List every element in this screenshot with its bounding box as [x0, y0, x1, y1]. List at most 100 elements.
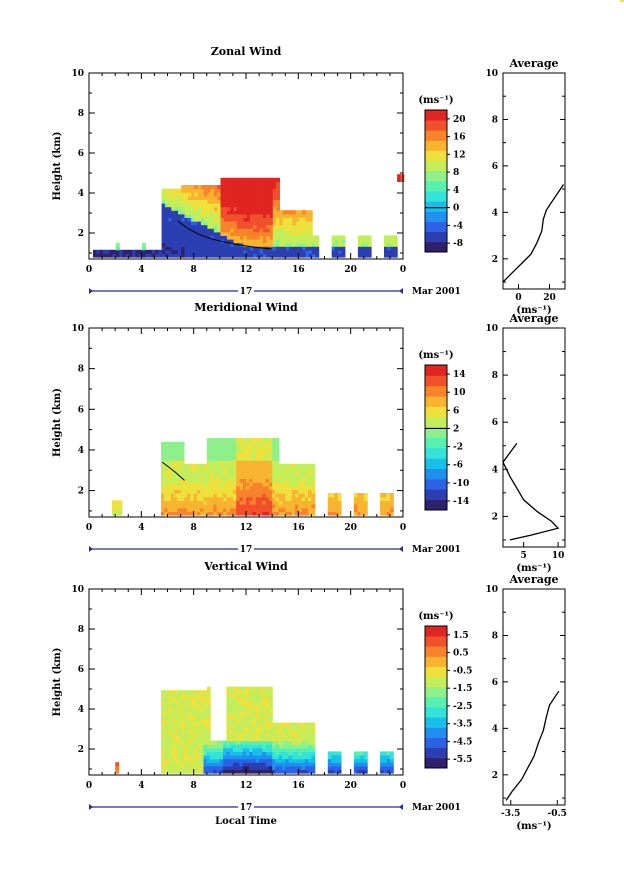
- heatmap-cell: [249, 711, 254, 716]
- heatmap-cell: [239, 711, 244, 716]
- heatmap-cell: [223, 762, 227, 767]
- heatmap-cell: [239, 765, 244, 770]
- heatmap-cell: [269, 206, 274, 211]
- heatmap-cell: [183, 755, 188, 760]
- heatmap-cell: [183, 719, 188, 724]
- heatmap-cell: [246, 195, 251, 200]
- heatmap-cell: [288, 729, 293, 734]
- heatmap-cell: [230, 203, 235, 208]
- heatmap-cell: [193, 693, 198, 698]
- heatmap-cell: [304, 493, 309, 498]
- heatmap-cell: [393, 246, 398, 251]
- heatmap-cell: [266, 249, 271, 254]
- heatmap-cell: [272, 769, 277, 774]
- heatmap-cell: [364, 242, 369, 247]
- heatmap-cell: [262, 449, 267, 454]
- heatmap-cell: [259, 231, 264, 236]
- heatmap-cell: [291, 737, 296, 742]
- heatmap-cell: [282, 224, 287, 229]
- heatmap-cell: [170, 449, 175, 454]
- heatmap-cell: [243, 192, 248, 197]
- heatmap-cell: [262, 471, 267, 476]
- heatmap-cell: [252, 704, 257, 709]
- heatmap-cell: [265, 441, 270, 447]
- heatmap-cell: [282, 496, 286, 501]
- heatmap-cell: [177, 474, 182, 479]
- heatmap-cell: [242, 478, 247, 483]
- heatmap-cell: [187, 188, 192, 193]
- heatmap-cell: [226, 729, 231, 734]
- colorbar-tick-label: -5.5: [453, 755, 472, 765]
- heatmap-cell: [236, 231, 241, 236]
- heatmap-cell: [210, 758, 214, 763]
- heatmap-cell: [236, 474, 241, 479]
- heatmap-cell: [335, 246, 339, 251]
- heatmap-cell: [161, 482, 165, 487]
- heatmap-cell: [191, 188, 195, 193]
- heatmap-cell: [295, 217, 300, 222]
- heatmap-cell: [363, 755, 368, 760]
- heatmap-cell: [288, 500, 293, 505]
- heatmap-cell: [308, 246, 313, 251]
- heatmap-cell: [180, 693, 185, 698]
- colorbar-swatch: [425, 447, 447, 459]
- heatmap-cell: [174, 210, 179, 215]
- heatmap-cell: [295, 249, 300, 254]
- heatmap-cell: [167, 701, 172, 706]
- heatmap-cell: [265, 729, 270, 734]
- heatmap-cell: [255, 500, 260, 505]
- heatmap-cell: [187, 185, 192, 190]
- heatmap-cell: [161, 221, 166, 226]
- heatmap-cell: [298, 478, 303, 483]
- heatmap-cell: [311, 463, 316, 469]
- heatmap-cell: [210, 203, 215, 208]
- heatmap-cell: [178, 235, 182, 240]
- heatmap-cell: [220, 203, 225, 208]
- heatmap-cell: [265, 452, 270, 458]
- heatmap-cell: [213, 445, 218, 450]
- heatmap-cell: [200, 697, 205, 702]
- heatmap-cell: [207, 228, 212, 233]
- heatmap-cell: [180, 711, 185, 716]
- heatmap-cell: [193, 482, 198, 487]
- heatmap-cell: [265, 686, 270, 691]
- heatmap-cell: [170, 478, 175, 483]
- date-bar-start: [89, 804, 93, 810]
- heatmap-cell: [236, 249, 241, 254]
- heatmap-cell: [253, 203, 258, 208]
- heatmap-cell: [295, 235, 300, 240]
- heatmap-cell: [187, 729, 191, 734]
- heatmap-cell: [302, 235, 307, 240]
- heatmap-cell: [236, 195, 241, 200]
- heatmap-cell: [115, 762, 120, 767]
- heatmap-cell: [216, 755, 221, 760]
- heatmap-cell: [206, 744, 211, 749]
- heatmap-cell: [219, 463, 224, 469]
- heatmap-cell: [115, 246, 120, 251]
- heatmap-cell: [242, 737, 247, 742]
- heatmap-cell: [203, 708, 208, 713]
- heatmap-cell: [164, 719, 169, 724]
- heatmap-cell: [164, 195, 169, 200]
- heatmap-cell: [193, 762, 198, 767]
- heatmap-cell: [206, 729, 211, 734]
- heatmap-cell: [259, 239, 264, 244]
- heatmap-cell: [272, 228, 277, 233]
- heatmap-cell: [255, 719, 260, 724]
- heatmap-cell: [164, 715, 169, 720]
- heatmap-cell: [187, 726, 191, 731]
- heatmap-cell: [252, 445, 257, 450]
- heatmap-cell: [242, 744, 247, 749]
- heatmap-cell: [216, 751, 221, 756]
- heatmap-cell: [357, 239, 362, 244]
- heatmap-cell: [239, 737, 244, 742]
- colorbar-swatch: [425, 150, 447, 162]
- heatmap-cell: [170, 701, 175, 706]
- heatmap-cell: [298, 485, 303, 490]
- heatmap-cell: [180, 690, 185, 695]
- heatmap-cell: [206, 452, 211, 458]
- heatmap-cell: [200, 726, 205, 731]
- heatmap-cell: [226, 482, 231, 487]
- heatmap-cell: [262, 441, 267, 447]
- heatmap-cell: [213, 452, 218, 458]
